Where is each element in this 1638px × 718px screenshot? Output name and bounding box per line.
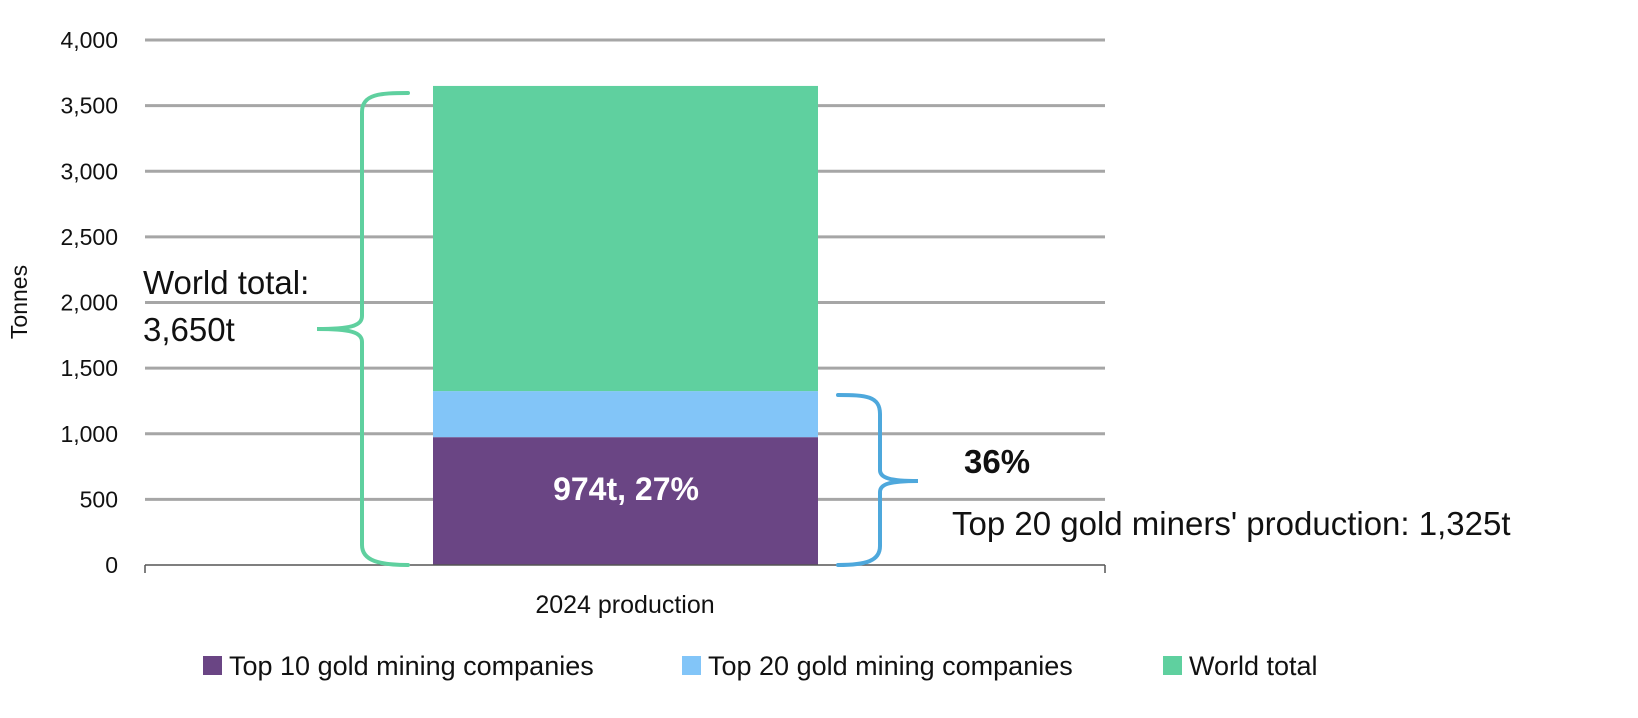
legend: Top 10 gold mining companies Top 20 gold…	[203, 651, 1318, 681]
bar-stack	[433, 85, 818, 565]
axes: 0 500 1,000 1,500 2,000 2,500 3,000 3,500 4,000 2…	[60, 27, 1106, 619]
bar-data-label: 974t, 27%	[553, 471, 699, 507]
y-tick-label: 4,000	[60, 27, 118, 53]
legend-label-top20: Top 20 gold mining companies	[708, 651, 1073, 681]
legend-swatch-top20	[682, 656, 701, 675]
y-tick-label: 3,000	[60, 158, 118, 184]
y-tick-label: 2,000	[60, 290, 118, 316]
legend-label-top10: Top 10 gold mining companies	[229, 651, 594, 681]
y-tick-label: 0	[105, 552, 118, 578]
x-tick-label: 2024 production	[535, 591, 714, 619]
y-axis-label: Tonnes	[6, 265, 32, 339]
legend-swatch-world	[1163, 656, 1182, 675]
y-tick-label: 1,500	[60, 355, 118, 381]
top20-percent-annotation: 36%	[964, 443, 1030, 480]
y-tick-label: 500	[80, 486, 118, 512]
world-total-annotation-line2: 3,650t	[143, 311, 235, 348]
y-tick-label: 3,500	[60, 93, 118, 119]
top20-brace	[836, 393, 919, 567]
y-tick-label: 2,500	[60, 224, 118, 250]
legend-label-world: World total	[1189, 651, 1318, 681]
bar-segment-3	[433, 85, 818, 392]
legend-swatch-top10	[203, 656, 222, 675]
world-total-annotation-line1: World total:	[143, 264, 309, 301]
top20-production-annotation: Top 20 gold miners' production: 1,325t	[952, 505, 1511, 542]
y-tick-label: 1,000	[60, 421, 118, 447]
bar-segment-2	[433, 391, 818, 438]
bar-segment-1	[433, 437, 818, 565]
world-total-brace	[316, 91, 410, 567]
